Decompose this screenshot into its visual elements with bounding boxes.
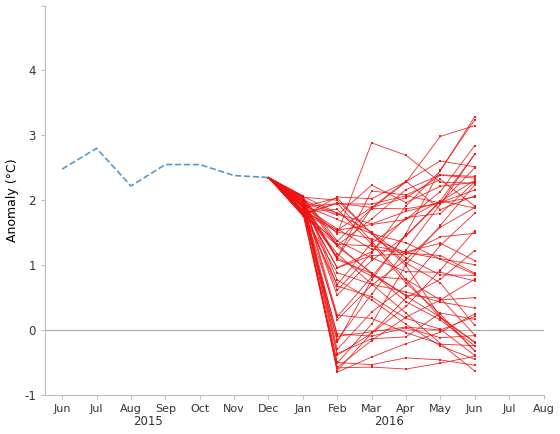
Text: 2016: 2016: [374, 415, 404, 428]
Text: 2015: 2015: [133, 415, 163, 428]
Y-axis label: Anomaly (°C): Anomaly (°C): [6, 158, 18, 242]
